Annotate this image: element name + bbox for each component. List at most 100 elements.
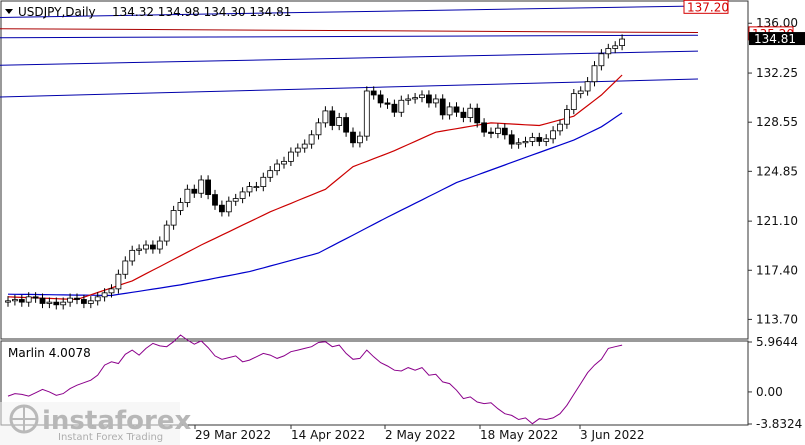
- marlin-panel-frame: [0, 340, 749, 426]
- candle-body: [281, 160, 287, 165]
- logo-tagline: Instant Forex Trading: [58, 432, 163, 443]
- candle-body: [25, 296, 32, 303]
- candle-body: [218, 204, 225, 213]
- marlin-line: [7, 334, 623, 425]
- marlin-title: Marlin 4.0078: [8, 346, 91, 360]
- trend-line-1: [0, 28, 699, 34]
- price-panel-frame: [0, 0, 749, 340]
- candle-body: [467, 107, 474, 118]
- current-price-box: [749, 32, 805, 46]
- candle-body: [315, 122, 322, 136]
- candle-body: [336, 117, 343, 126]
- instaforex-logo: instaforex Instant Forex Trading: [0, 402, 192, 445]
- candlesticks: [5, 34, 625, 310]
- candle-body: [432, 98, 439, 104]
- candle-body: [529, 137, 536, 142]
- marlin-series: [7, 334, 623, 425]
- candle-body: [522, 141, 529, 144]
- candle-body: [488, 131, 494, 134]
- candle-body: [18, 299, 25, 303]
- candle-body: [122, 260, 129, 275]
- candle-body: [474, 107, 481, 124]
- candle-body: [508, 134, 515, 145]
- candle-body: [494, 127, 501, 134]
- candle-body: [129, 249, 136, 262]
- candle-body: [32, 296, 39, 299]
- candle-body: [212, 194, 218, 206]
- time-tick-label: 14 Apr 2022: [291, 428, 365, 442]
- candle-body: [446, 106, 453, 116]
- time-axis-ticks: 29 Mar 2022 14 Apr 2022 2 May 2022 18 May 2…: [194, 425, 645, 442]
- candle-body: [253, 186, 260, 189]
- candle-body: [11, 299, 18, 302]
- candle-body: [5, 300, 11, 303]
- trend-line-4: [0, 78, 699, 98]
- candle-body: [550, 130, 556, 140]
- current-price-label: 134.81: [754, 32, 796, 46]
- candle-body: [612, 45, 619, 49]
- candle-body: [543, 138, 550, 142]
- moving-averages: [7, 74, 623, 301]
- candle-body: [81, 299, 87, 304]
- candle-body: [377, 94, 384, 104]
- candle-body: [177, 202, 184, 211]
- candle-body: [605, 48, 612, 55]
- time-tick-label: 29 Mar 2022: [195, 428, 271, 442]
- candle-body: [370, 90, 377, 96]
- candle-body: [287, 151, 294, 162]
- candle-body: [460, 111, 467, 118]
- candle-body: [356, 135, 363, 144]
- candle-body: [94, 296, 101, 302]
- time-tick-label: 2 May 2022: [385, 428, 456, 442]
- ma-fast-line: [7, 74, 623, 301]
- candle-body: [350, 131, 356, 144]
- candle-body: [564, 109, 570, 125]
- price-tick-label: 128.55: [756, 115, 798, 129]
- candle-body: [453, 106, 460, 113]
- trend-line-3: [0, 50, 699, 66]
- candle-body: [425, 94, 432, 104]
- candle-body: [87, 300, 94, 304]
- candle-body: [598, 53, 605, 67]
- candle-body: [225, 200, 232, 213]
- price-tick-label: 121.10: [756, 214, 798, 228]
- candle-body: [136, 248, 143, 251]
- candle-body: [384, 102, 391, 105]
- ohlc-readout: 134.32 134.98 134.30 134.81: [112, 5, 291, 19]
- candle-body: [39, 297, 46, 304]
- candle-body: [398, 99, 405, 113]
- trend-lines: [0, 5, 699, 98]
- candle-body: [246, 186, 253, 193]
- candle-body: [46, 301, 53, 304]
- time-tick-label: 18 May 2022: [480, 428, 558, 442]
- marlin-tick-label: -3.8324: [756, 417, 802, 431]
- candle-body: [439, 98, 446, 116]
- candle-body: [184, 188, 191, 203]
- price-tick-label: 117.40: [756, 263, 798, 277]
- candle-body: [584, 81, 591, 92]
- candle-body: [570, 93, 577, 110]
- candle-body: [108, 288, 115, 294]
- candle-body: [67, 297, 73, 303]
- price-tick-label: 132.25: [756, 66, 798, 80]
- candle-body: [412, 97, 419, 100]
- price-axis-ticks: 136.00132.25128.55124.85121.10117.40113.…: [748, 16, 798, 326]
- candle-body: [191, 188, 198, 194]
- marlin-tick-label: 0.00: [756, 385, 783, 399]
- candle-body: [619, 38, 625, 46]
- candle-body: [343, 117, 350, 133]
- candle-body: [267, 170, 274, 178]
- collapse-arrow-icon[interactable]: [5, 9, 13, 14]
- price-tick-label: 113.70: [756, 312, 798, 326]
- marlin-tick-label: 5.9644: [756, 335, 798, 349]
- candle-body: [294, 147, 301, 153]
- candle-body: [53, 301, 60, 306]
- price-tick-label: 124.85: [756, 164, 798, 178]
- candle-body: [405, 98, 412, 101]
- candle-body: [274, 163, 281, 172]
- candle-body: [260, 176, 267, 188]
- candle-body: [536, 137, 543, 142]
- candle-body: [308, 134, 315, 145]
- candle-body: [149, 244, 156, 250]
